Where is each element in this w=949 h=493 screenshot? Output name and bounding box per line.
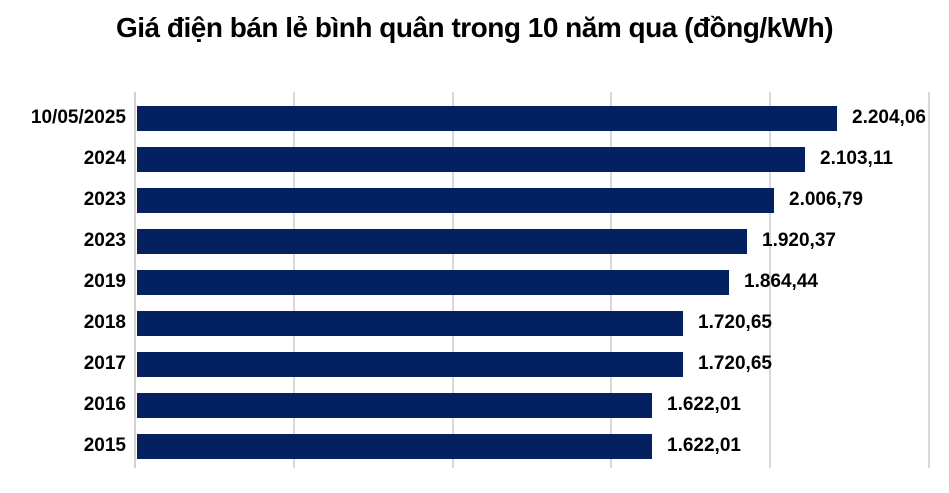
chart-title: Giá điện bán lẻ bình quân trong 10 năm q… bbox=[115, 12, 834, 43]
value-label: 1.622,01 bbox=[667, 394, 741, 415]
gridline bbox=[928, 92, 930, 468]
value-label: 1.720,65 bbox=[698, 312, 772, 333]
gridline bbox=[769, 92, 772, 468]
value-label: 2.103,11 bbox=[820, 148, 893, 169]
category-label: 2023 bbox=[83, 230, 126, 251]
bar bbox=[137, 187, 774, 213]
bar bbox=[137, 392, 652, 418]
value-label: 2.006,79 bbox=[789, 189, 863, 210]
bar bbox=[137, 433, 652, 459]
category-label: 10/05/2025 bbox=[30, 107, 126, 128]
value-label: 1.622,01 bbox=[667, 435, 741, 456]
bar bbox=[137, 269, 729, 295]
category-label: 2018 bbox=[83, 312, 126, 333]
category-label: 2019 bbox=[83, 271, 126, 292]
bar bbox=[137, 310, 683, 336]
bar bbox=[137, 228, 747, 254]
category-axis-line bbox=[134, 92, 136, 468]
category-label: 2016 bbox=[83, 394, 126, 415]
category-label: 2017 bbox=[83, 353, 126, 374]
value-label: 2.204,06 bbox=[852, 107, 926, 128]
value-label: 1.920,37 bbox=[762, 230, 836, 251]
value-label: 1.720,65 bbox=[698, 353, 772, 374]
category-label: 2023 bbox=[83, 189, 126, 210]
category-label: 2024 bbox=[83, 148, 126, 169]
bar bbox=[137, 105, 837, 131]
bar bbox=[137, 351, 683, 377]
category-label: 2015 bbox=[83, 435, 126, 456]
bar bbox=[137, 146, 805, 172]
value-label: 1.864,44 bbox=[744, 271, 818, 292]
